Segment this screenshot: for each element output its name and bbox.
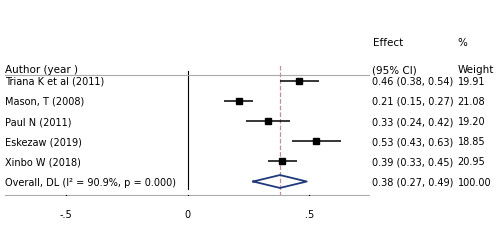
- Text: 0.38 (0.27, 0.49): 0.38 (0.27, 0.49): [372, 177, 454, 187]
- Text: .5: .5: [304, 209, 314, 219]
- Text: Eskezaw (2019): Eskezaw (2019): [5, 137, 82, 146]
- Text: Author (year ): Author (year ): [5, 65, 78, 75]
- Text: 0.53 (0.43, 0.63): 0.53 (0.43, 0.63): [372, 137, 454, 146]
- Text: Xinbo W (2018): Xinbo W (2018): [5, 157, 81, 166]
- Text: 100.00: 100.00: [458, 177, 491, 187]
- Text: 0.21 (0.15, 0.27): 0.21 (0.15, 0.27): [372, 96, 454, 106]
- Text: 0.39 (0.33, 0.45): 0.39 (0.33, 0.45): [372, 157, 454, 166]
- Text: 0: 0: [184, 209, 190, 219]
- Text: Triana K et al (2011): Triana K et al (2011): [5, 76, 104, 86]
- Text: Effect: Effect: [372, 38, 403, 48]
- Text: 21.08: 21.08: [458, 96, 485, 106]
- Text: Weight: Weight: [458, 65, 494, 75]
- Text: 18.85: 18.85: [458, 137, 485, 146]
- Text: 20.95: 20.95: [458, 157, 485, 166]
- Text: 0.46 (0.38, 0.54): 0.46 (0.38, 0.54): [372, 76, 454, 86]
- Text: Mason, T (2008): Mason, T (2008): [5, 96, 84, 106]
- Text: %: %: [458, 38, 468, 48]
- Text: 19.20: 19.20: [458, 117, 485, 126]
- Text: 0.33 (0.24, 0.42): 0.33 (0.24, 0.42): [372, 117, 454, 126]
- Text: Overall, DL (I² = 90.9%, p = 0.000): Overall, DL (I² = 90.9%, p = 0.000): [5, 177, 176, 187]
- Text: Paul N (2011): Paul N (2011): [5, 117, 71, 126]
- Text: 19.91: 19.91: [458, 76, 485, 86]
- Text: -.5: -.5: [60, 209, 72, 219]
- Text: (95% CI): (95% CI): [372, 65, 417, 75]
